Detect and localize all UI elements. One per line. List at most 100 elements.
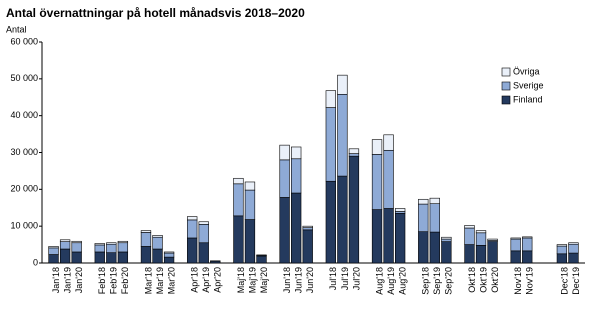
x-tick-label: Sep'18 bbox=[421, 267, 431, 295]
bar-segment bbox=[187, 237, 198, 264]
bar-segment bbox=[106, 243, 117, 253]
bar-segment bbox=[475, 232, 487, 246]
x-tick-label: Mar'18 bbox=[143, 267, 153, 294]
bar-segment bbox=[429, 203, 440, 233]
bar-segment bbox=[291, 146, 302, 160]
bar-segment bbox=[71, 242, 82, 253]
x-tick-label: Jan'18 bbox=[51, 267, 61, 293]
x-tick-label: Jun'18 bbox=[282, 267, 292, 293]
bar-segment bbox=[48, 247, 59, 255]
bar-segment bbox=[244, 181, 256, 191]
bar-segment bbox=[510, 250, 521, 264]
bar-segment bbox=[325, 180, 336, 264]
bar-segment bbox=[59, 239, 71, 242]
bar-segment bbox=[279, 144, 290, 161]
y-axis-label: Antal bbox=[6, 24, 27, 34]
bar-segment bbox=[348, 148, 360, 154]
x-tick-label: Okt'20 bbox=[490, 267, 500, 293]
bar-segment bbox=[163, 252, 175, 258]
bar-segment bbox=[233, 177, 244, 185]
x-tick-label: Apr'18 bbox=[190, 267, 200, 293]
x-tick-label: Jun'20 bbox=[305, 267, 315, 293]
bar-segment bbox=[140, 246, 152, 264]
bar-segment bbox=[441, 236, 452, 240]
bar-segment bbox=[568, 242, 579, 245]
legend-label: Övriga bbox=[513, 66, 540, 76]
x-tick-label: Okt'19 bbox=[478, 267, 488, 293]
bar-segment bbox=[94, 243, 105, 246]
bar-segment bbox=[187, 216, 198, 221]
bar-segment bbox=[71, 240, 82, 244]
bar-segment bbox=[394, 212, 406, 264]
bar-segment bbox=[325, 90, 336, 108]
x-tick-label: Maj'20 bbox=[259, 267, 269, 293]
legend-swatch bbox=[501, 95, 511, 105]
bar-segment bbox=[163, 256, 175, 264]
bar-segment bbox=[140, 230, 152, 233]
bar-segment bbox=[163, 251, 175, 254]
bar-segment bbox=[198, 242, 209, 264]
bar-segment bbox=[348, 155, 360, 264]
y-tick-label: 10 000 bbox=[10, 221, 38, 231]
bar-segment bbox=[233, 215, 244, 264]
bar-segment bbox=[198, 221, 209, 225]
bar-segment bbox=[152, 248, 163, 264]
bar-segment bbox=[48, 254, 59, 264]
bar-segment bbox=[187, 219, 198, 239]
x-tick-label: Maj'19 bbox=[247, 267, 257, 293]
bar-segment bbox=[48, 246, 59, 249]
bar-segment bbox=[418, 198, 429, 205]
chart-title: Antal övernattningar på hotell månadsvis… bbox=[6, 6, 305, 20]
bar-segment bbox=[487, 238, 498, 241]
bar-segment bbox=[337, 175, 348, 264]
y-tick-label: 50 000 bbox=[10, 73, 38, 83]
bar-segment bbox=[464, 225, 475, 229]
x-tick-label: Feb'20 bbox=[120, 267, 130, 294]
x-tick-label: Aug'19 bbox=[386, 267, 396, 295]
x-tick-label: Apr'20 bbox=[213, 267, 223, 293]
x-tick-label: Okt'18 bbox=[467, 267, 477, 293]
x-tick-label: Maj'18 bbox=[236, 267, 246, 293]
bar-segment bbox=[291, 192, 302, 264]
x-tick-label: Feb'18 bbox=[97, 267, 107, 294]
bar-segment bbox=[568, 243, 579, 254]
x-tick-label: Jul'20 bbox=[351, 267, 361, 290]
bar-segment bbox=[302, 229, 313, 264]
bar-segment bbox=[371, 139, 383, 155]
bar-segment bbox=[556, 253, 568, 264]
x-tick-label: Dec'19 bbox=[571, 267, 581, 295]
bar-segment bbox=[418, 231, 429, 264]
bar-segment bbox=[140, 232, 152, 247]
bar-segment bbox=[522, 237, 533, 252]
bar-segment bbox=[510, 238, 521, 252]
bar-segment bbox=[348, 153, 360, 157]
bar-segment bbox=[383, 208, 394, 264]
bar-segment bbox=[441, 241, 452, 264]
bar-segment bbox=[510, 237, 521, 240]
bar-segment bbox=[464, 244, 475, 264]
bar-segment bbox=[522, 236, 533, 239]
bar-segment bbox=[279, 159, 290, 198]
bar-segment bbox=[302, 227, 313, 231]
bar-segment bbox=[429, 197, 440, 204]
y-tick-label: 20 000 bbox=[10, 184, 38, 194]
bar-segment bbox=[59, 241, 71, 250]
bar-segment bbox=[71, 251, 82, 264]
x-tick-label: Jan'20 bbox=[74, 267, 84, 293]
bar-segment bbox=[325, 107, 336, 182]
x-tick-label: Sep'19 bbox=[432, 267, 442, 295]
legend-swatch bbox=[501, 67, 511, 77]
x-tick-label: Aug'18 bbox=[374, 267, 384, 295]
bar-segment bbox=[556, 244, 568, 247]
bar-segment bbox=[291, 158, 302, 194]
legend-swatch bbox=[501, 81, 511, 91]
x-tick-label: Jul'19 bbox=[340, 267, 350, 290]
x-tick-label: Feb'19 bbox=[109, 267, 119, 294]
bar-segment bbox=[117, 240, 129, 244]
x-tick-label: Jun'19 bbox=[294, 267, 304, 293]
x-tick-label: Nov'18 bbox=[513, 267, 523, 295]
bar-segment bbox=[244, 219, 256, 264]
bar-segment bbox=[94, 251, 105, 264]
bar-segment bbox=[152, 236, 163, 250]
x-tick-label: Sep'20 bbox=[444, 267, 454, 295]
